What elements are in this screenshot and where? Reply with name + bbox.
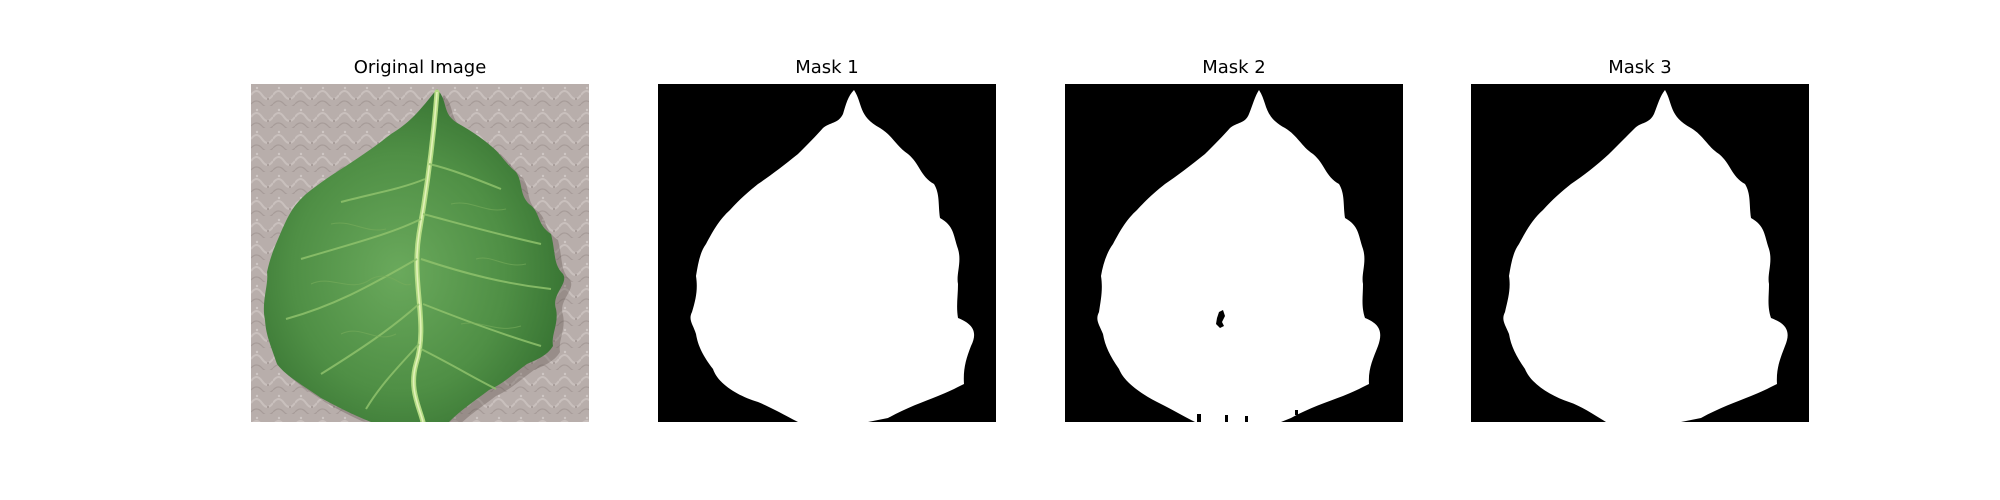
mask-3-foreground [1503, 90, 1788, 422]
mask-1-image [658, 84, 996, 422]
mask-3-image [1471, 84, 1809, 422]
mask-3-panel [1471, 84, 1809, 422]
original-image-panel [251, 84, 589, 422]
mask-1-foreground [690, 90, 975, 422]
mask-2-image [1065, 84, 1403, 422]
mask-2-foreground [1097, 90, 1381, 422]
panel-title-mask-2: Mask 2 [1202, 57, 1266, 78]
panel-title-mask-1: Mask 1 [795, 57, 859, 78]
leaf-photo [251, 84, 589, 422]
panel-title-original-image: Original Image [353, 57, 487, 78]
mask-2-panel [1065, 84, 1403, 422]
leaf-shape [263, 89, 565, 422]
mask-2-hole [1216, 310, 1225, 328]
mask-1-panel [658, 84, 996, 422]
panel-title-mask-3: Mask 3 [1608, 57, 1672, 78]
